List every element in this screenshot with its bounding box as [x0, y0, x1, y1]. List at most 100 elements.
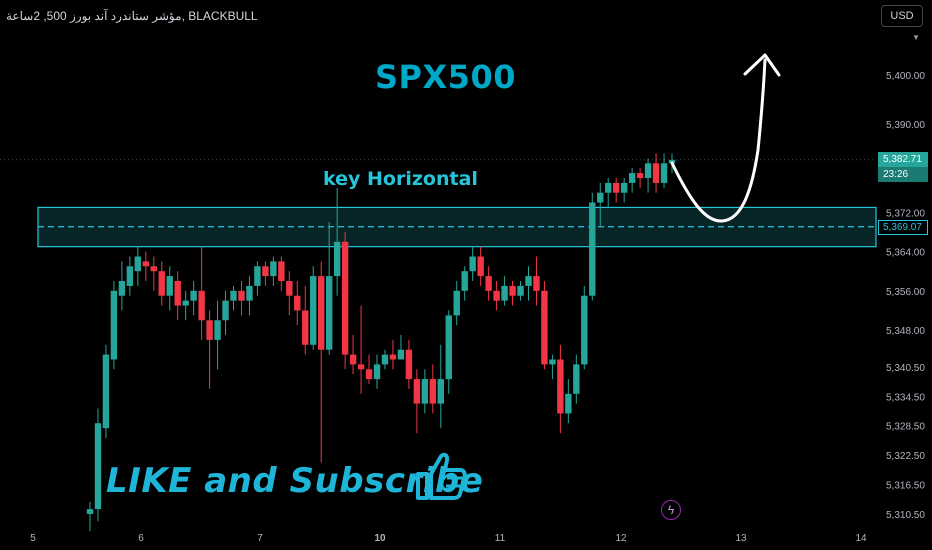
candle-body [485, 276, 492, 291]
candle-body [325, 276, 333, 350]
zone-label: key Horizontal [323, 168, 478, 190]
y-tick-label: 5,356.00 [886, 287, 925, 298]
x-tick-label: 12 [615, 533, 627, 544]
candle-body [652, 163, 660, 183]
candle-body [166, 276, 173, 296]
candle-body [557, 359, 564, 414]
candle-body [206, 320, 213, 340]
candle-body [310, 276, 317, 345]
candle-body [381, 354, 389, 365]
candle-body [174, 281, 181, 306]
y-tick-label: 5,334.50 [886, 392, 925, 403]
candle-body [198, 290, 205, 321]
bar-countdown-badge: 23:26 [878, 167, 928, 182]
candle-body [493, 290, 500, 301]
candle-body [357, 364, 365, 370]
y-tick-label: 5,316.50 [886, 481, 925, 492]
candle-body [214, 320, 221, 340]
candle-body [270, 261, 277, 277]
candle-body [469, 256, 476, 272]
candle-body [541, 290, 548, 365]
candle-body [605, 182, 612, 193]
candle-body [445, 315, 452, 380]
candle-body [389, 354, 397, 360]
candle-body [142, 261, 150, 267]
candle-body [509, 285, 516, 296]
candle-body [636, 173, 644, 179]
candle-body [413, 379, 421, 404]
candle-body [230, 290, 237, 301]
currency-button[interactable]: USD [881, 5, 923, 27]
projection-arrow [670, 58, 767, 223]
candle-body [190, 290, 197, 301]
candle-body [341, 241, 349, 355]
candle-body [644, 163, 652, 179]
candle-body [110, 290, 118, 360]
candle-body [405, 349, 413, 380]
candle-body [660, 163, 668, 183]
key-level-badge: 5,369.07 [878, 220, 928, 235]
candle-body [158, 271, 165, 296]
x-tick-label: 7 [257, 533, 263, 544]
x-tick-label: 11 [495, 533, 506, 544]
candle-body [302, 310, 309, 345]
candle-body [565, 393, 572, 414]
candle-body [453, 290, 460, 316]
candle-body [333, 241, 341, 277]
candle-body [365, 369, 373, 380]
candle-body [517, 285, 524, 296]
y-tick-label: 5,348.00 [886, 326, 925, 337]
candle-body [549, 359, 556, 365]
candle-body [429, 379, 437, 404]
candle-body [126, 266, 134, 286]
projection-arrow-head [743, 53, 781, 77]
candle-body [589, 202, 596, 296]
y-tick-label: 5,310.50 [886, 510, 925, 521]
candle-body [533, 276, 540, 291]
candle-body [349, 354, 357, 365]
x-tick-label: 6 [138, 533, 144, 544]
thumbs-up-icon [416, 452, 467, 500]
candle-body [294, 295, 301, 311]
x-tick-label: 14 [855, 533, 867, 544]
candle-body [628, 173, 636, 183]
candle-body [86, 509, 94, 514]
candle-body [461, 271, 468, 291]
y-tick-label: 5,400.00 [886, 71, 925, 82]
candle-body [318, 276, 325, 350]
y-tick-label: 5,340.50 [886, 363, 925, 374]
y-tick-label: 5,390.00 [886, 120, 925, 131]
candle-body [286, 281, 293, 296]
candle-body [573, 364, 580, 394]
candle-body [94, 423, 102, 510]
symbol-header: مؤشر ستاندرد آند بورز 500, 2ساعة, BLACKB… [6, 9, 258, 23]
candle-body [134, 256, 142, 272]
x-tick-label: 5 [30, 533, 36, 544]
y-tick-label: 5,364.00 [886, 248, 925, 259]
candle-body [262, 266, 269, 277]
y-tick-label: 5,328.50 [886, 422, 925, 433]
candle-body [501, 285, 508, 301]
y-tick-label: 5,372.00 [886, 208, 925, 219]
candle-body [278, 261, 285, 282]
candle-body [525, 276, 532, 286]
chart-title-annotation: SPX500 [375, 58, 516, 96]
candle-body [254, 266, 261, 286]
candle-body [373, 364, 381, 380]
candle-body [182, 300, 189, 306]
candle-body [102, 354, 110, 429]
x-tick-label: 13 [735, 533, 747, 544]
candle-body [246, 285, 253, 301]
candle-body [150, 266, 157, 272]
candle-body [620, 182, 628, 193]
lightning-icon[interactable]: ϟ [661, 500, 681, 520]
candle-body [222, 300, 229, 321]
candle-body [612, 182, 620, 193]
caret-down-icon[interactable]: ▼ [912, 33, 920, 42]
candle-body [477, 256, 484, 277]
candle-body [437, 379, 444, 404]
candle-body [118, 281, 126, 296]
last-price-badge: 5,382.71 [878, 152, 928, 167]
candle-body [581, 295, 588, 365]
